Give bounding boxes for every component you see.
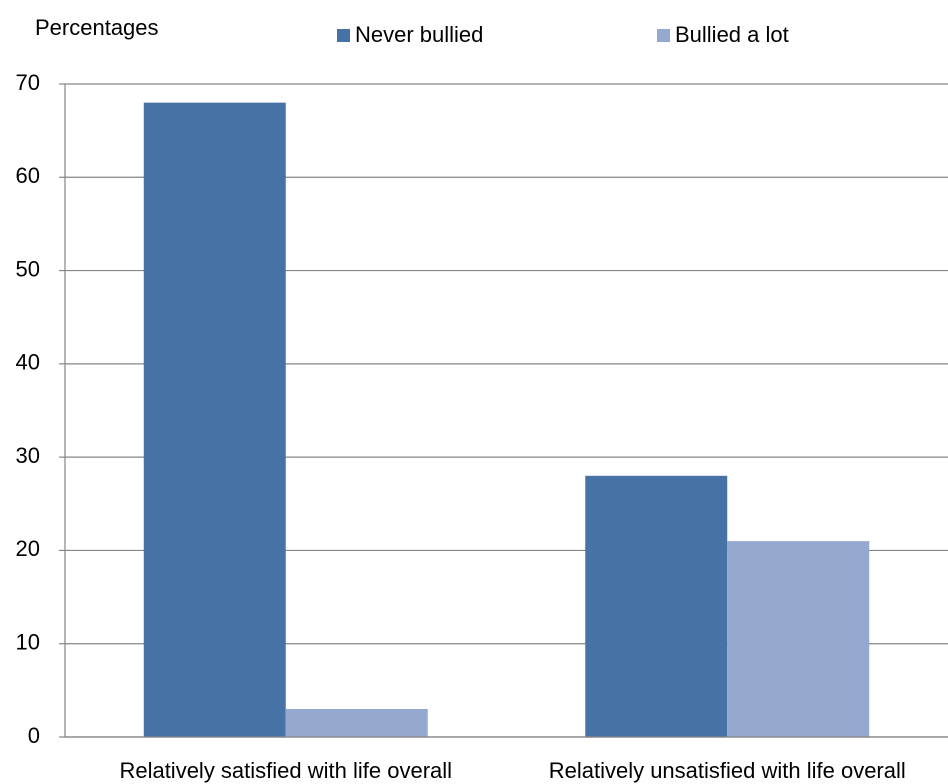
legend-swatch <box>337 29 350 42</box>
bar <box>585 475 728 737</box>
bar <box>285 709 428 737</box>
bar <box>143 102 286 737</box>
y-axis-label: Percentages <box>35 15 159 40</box>
x-tick-label: Relatively satisfied with life overall <box>119 758 452 783</box>
y-tick-label: 40 <box>16 350 40 375</box>
bar <box>727 541 870 737</box>
y-tick-label: 50 <box>16 256 40 281</box>
x-tick-label: Relatively unsatisfied with life overall <box>549 758 906 783</box>
legend-label: Never bullied <box>355 22 483 47</box>
y-tick-label: 60 <box>16 163 40 188</box>
y-tick-label: 20 <box>16 536 40 561</box>
y-tick-label: 70 <box>16 70 40 95</box>
legend-label: Bullied a lot <box>675 22 789 47</box>
y-tick-label: 30 <box>16 443 40 468</box>
legend-swatch <box>657 29 670 42</box>
y-tick-label: 0 <box>28 723 40 748</box>
y-tick-label: 10 <box>16 630 40 655</box>
